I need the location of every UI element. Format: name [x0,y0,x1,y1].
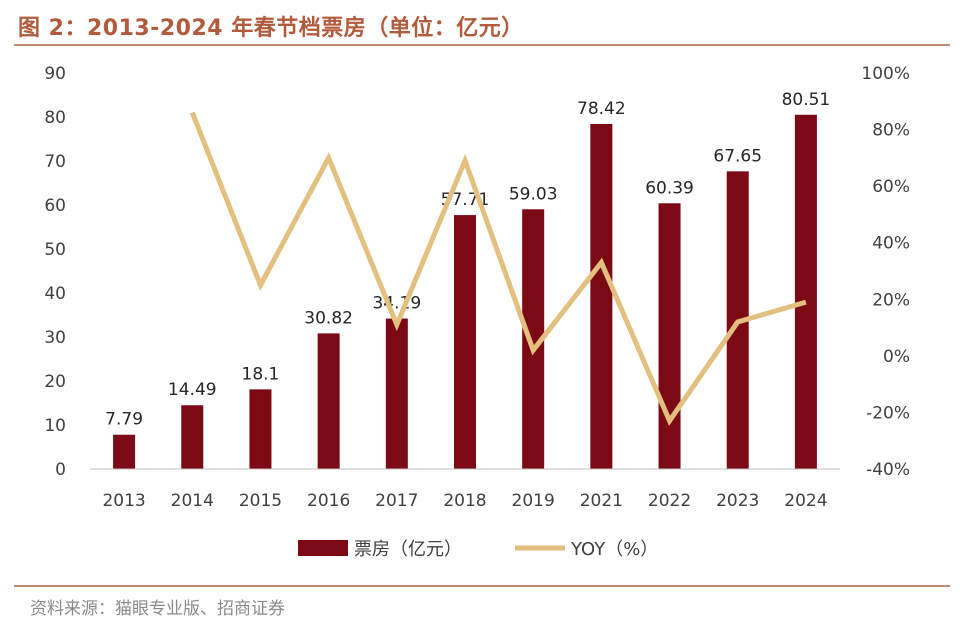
bar-series [113,114,817,470]
bar-2015 [249,389,272,469]
combo-chart: 0 10 20 30 40 50 60 70 80 90 -40% -20% 0% 20% 40% 60% 8… [44,64,910,560]
left-tick-label: 70 [44,152,66,172]
title-divider [14,44,950,46]
bar-2017 [385,318,408,469]
right-tick-label: 100% [861,64,910,84]
bar-value-label: 14.49 [168,380,217,400]
bar-2018 [454,215,476,469]
x-tick-label: 2019 [512,491,555,511]
bar-2022 [658,203,681,469]
left-axis-ticks: 0 10 20 30 40 50 60 70 80 90 [44,64,66,480]
source-note: 资料来源：猫眼专业版、招商证券 [30,599,285,619]
yoy-line-series [189,111,807,427]
figure-title: 图 2：2013-2024 年春节档票房（单位：亿元） [18,16,524,41]
x-tick-label: 2013 [102,491,145,511]
right-tick-label: 40% [872,234,910,254]
right-tick-label: 0% [883,347,910,367]
left-tick-label: 60 [44,196,66,216]
x-tick-label: 2017 [375,491,418,511]
left-tick-label: 30 [44,328,66,348]
x-axis-ticks: 2013 2014 2015 2016 2017 2018 2019 2021 2022 2023… [102,491,827,511]
bar-value-label: 80.51 [782,90,831,110]
right-tick-label: -40% [866,460,910,480]
right-axis-ticks: -40% -20% 0% 20% 40% 60% 80% 100% [861,64,910,480]
source-divider [14,585,950,587]
x-tick-label: 2015 [239,491,282,511]
legend-bar-label: 票房（亿元） [354,539,462,560]
x-tick-label: 2014 [171,491,214,511]
bar-2016 [317,333,340,469]
bar-2024 [794,114,817,470]
left-tick-label: 40 [44,284,66,304]
x-tick-label: 2024 [784,491,827,511]
x-tick-label: 2016 [307,491,350,511]
bar-value-label: 67.65 [713,146,762,166]
yoy-line [189,111,807,427]
x-tick-label: 2021 [580,491,623,511]
left-tick-label: 90 [44,64,66,84]
bar-2013 [113,434,136,469]
legend-line-label: YOY（%） [570,539,658,560]
bar-value-label: 59.03 [509,184,558,204]
bar-value-label: 7.79 [105,410,143,430]
bar-2021 [590,123,613,470]
bar-2014 [181,405,204,469]
x-tick-label: 2018 [443,491,486,511]
legend: 票房（亿元） YOY（%） [298,539,658,560]
bar-value-label: 34.19 [372,294,421,314]
right-tick-label: 60% [872,177,910,197]
left-tick-label: 0 [55,460,66,480]
x-tick-label: 2022 [648,491,691,511]
x-tick-label: 2023 [716,491,759,511]
left-tick-label: 10 [44,416,66,436]
legend-bar-swatch [298,540,348,556]
right-tick-label: 20% [872,290,910,310]
bar-2019 [522,209,545,469]
bar-value-label: 30.82 [304,308,353,328]
right-tick-label: 80% [872,121,910,141]
bar-value-label: 18.1 [242,364,280,384]
left-tick-label: 50 [44,240,66,260]
bar-value-label: 78.42 [577,99,626,119]
left-tick-label: 20 [44,372,66,392]
right-tick-label: -20% [866,403,910,423]
bar-value-label: 60.39 [645,178,694,198]
left-tick-label: 80 [44,108,66,128]
